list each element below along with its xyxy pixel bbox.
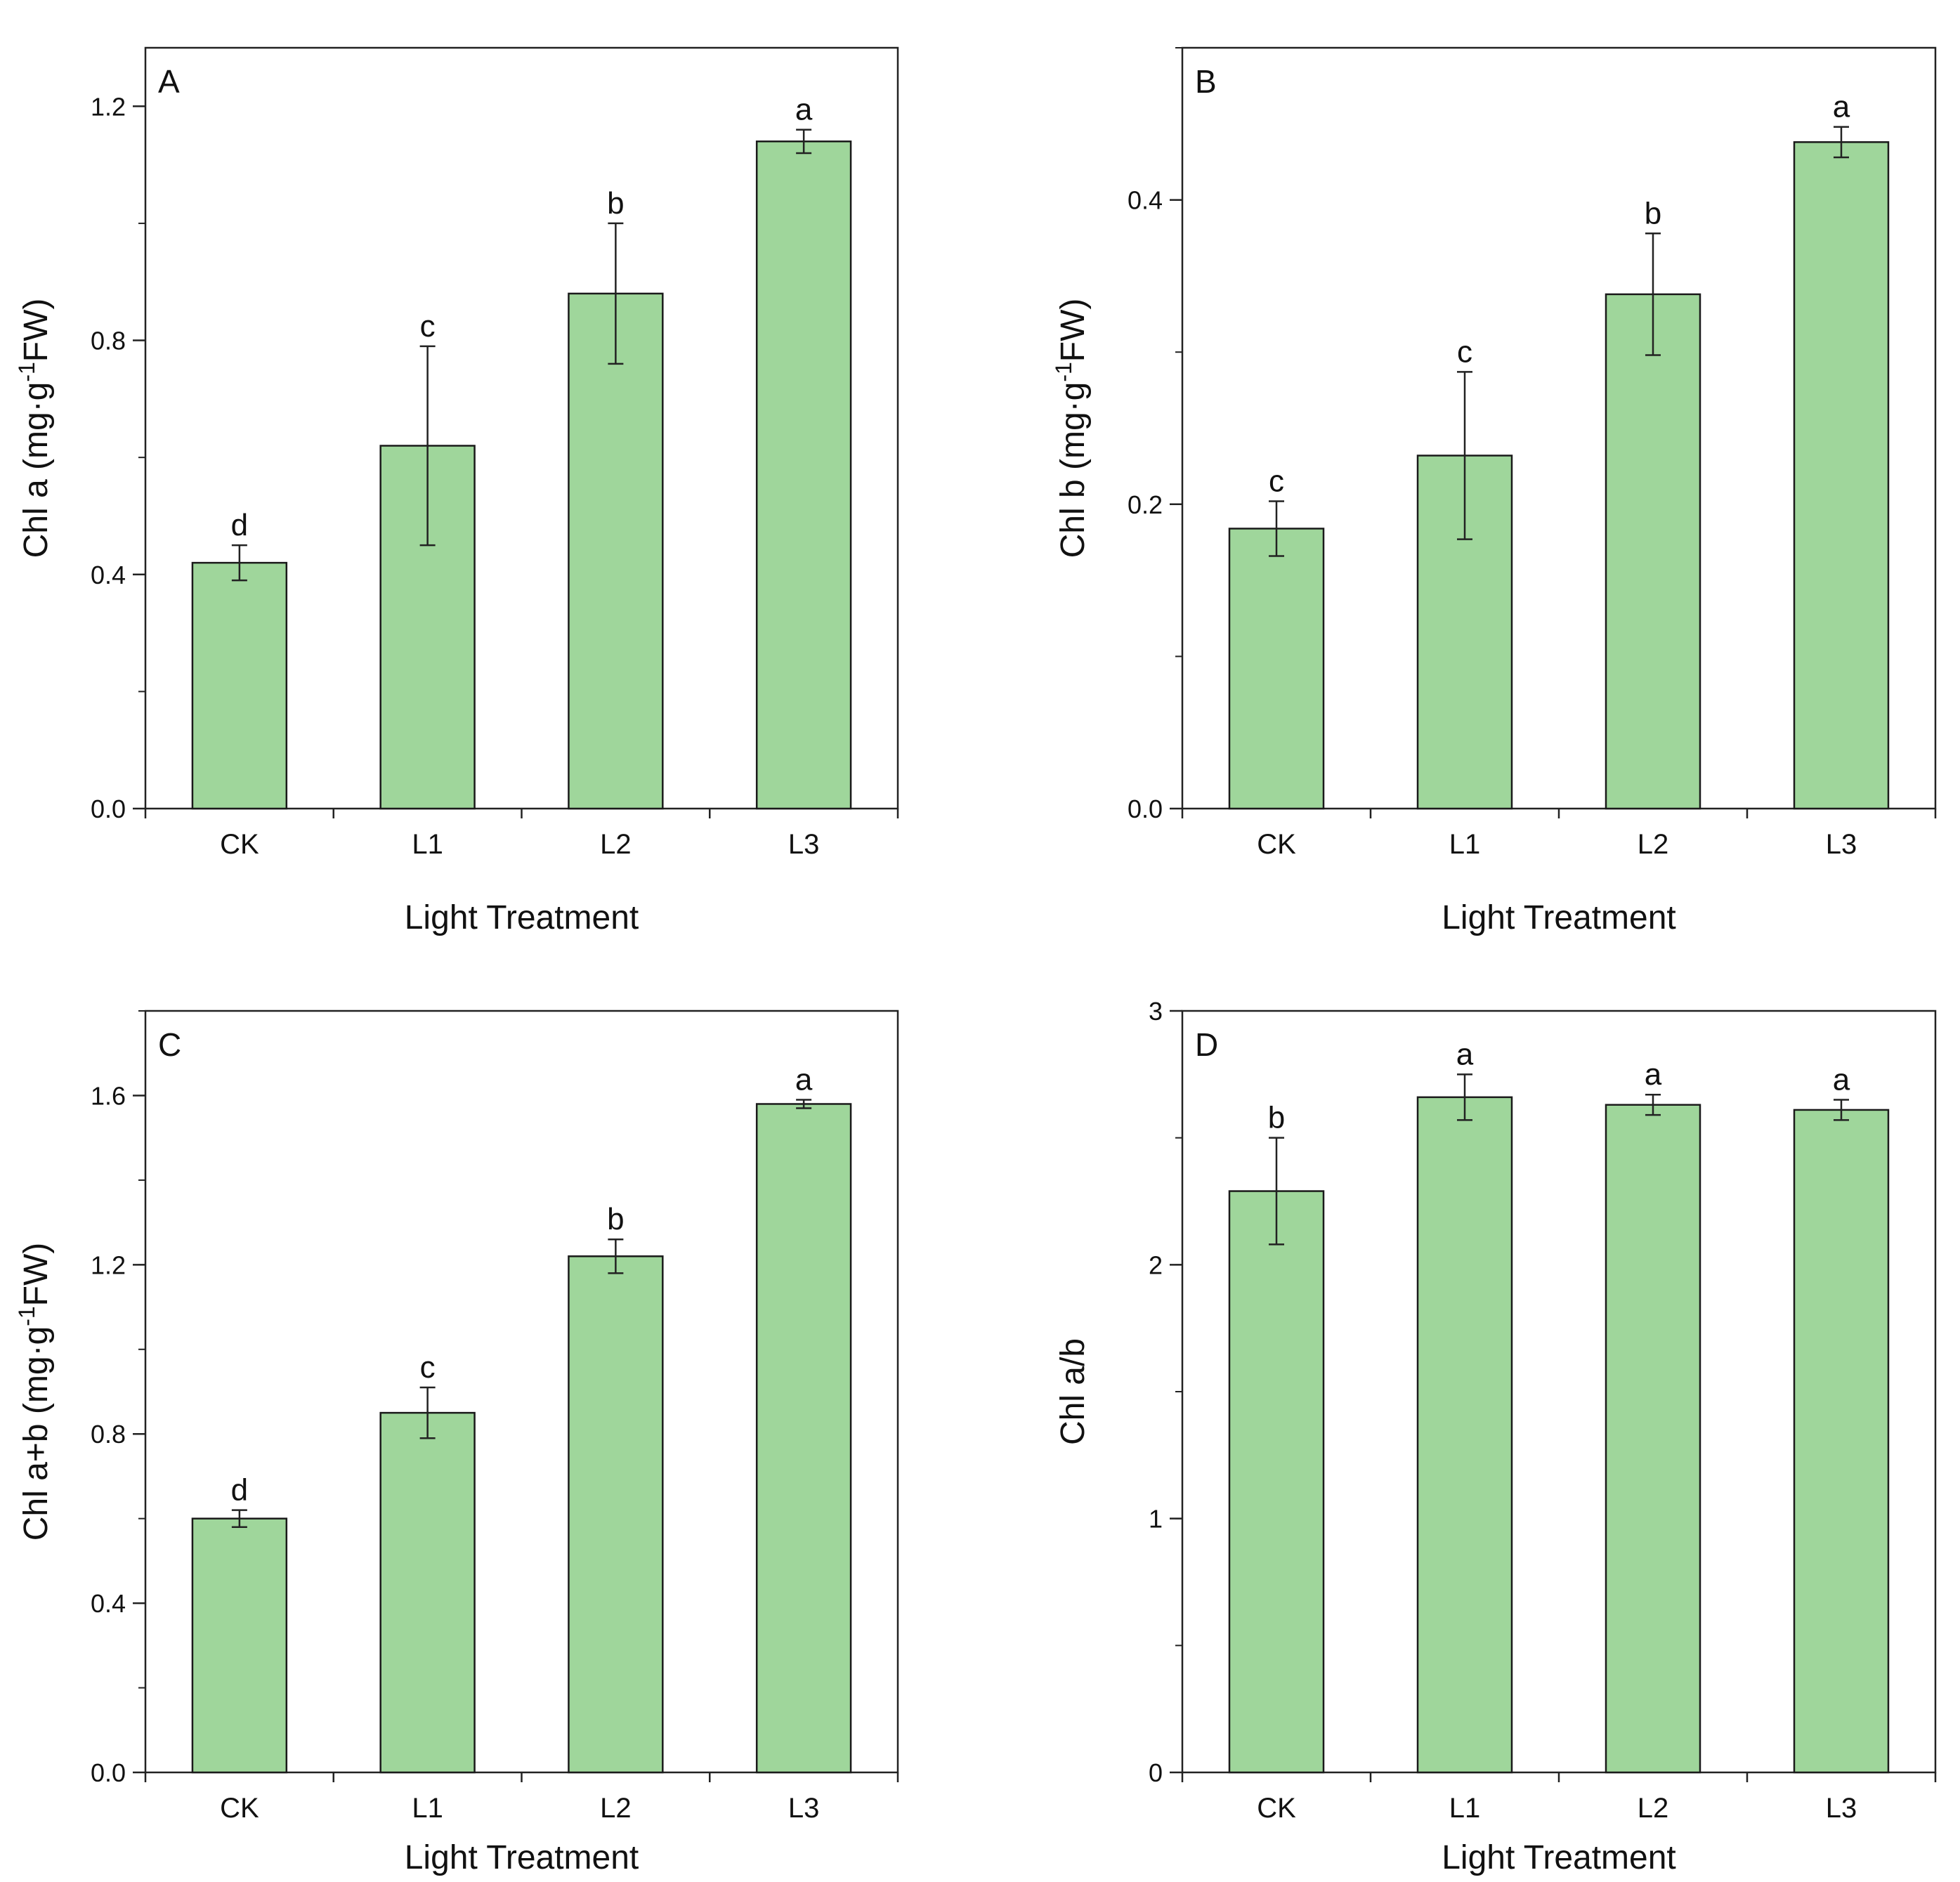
bar (1793, 1109, 1890, 1774)
x-tick-label: CK (220, 829, 259, 860)
x-tick-label: L2 (600, 1793, 632, 1824)
panel-letter: D (1195, 1026, 1218, 1063)
panel-letter: A (158, 63, 180, 100)
bar (191, 1517, 288, 1774)
significance-label: a (1833, 1062, 1850, 1097)
y-tick-label: 0.0 (91, 1758, 126, 1787)
significance-label: c (420, 309, 436, 344)
x-tick-label: L2 (1638, 1793, 1669, 1824)
significance-label: d (231, 1473, 248, 1508)
x-tick-label: L3 (788, 829, 820, 860)
chart-panel-c: 0.0 0.4 0.8 1.2 1.6 d CK c L1 b L2 a L3 C Light Treatm… (14, 1009, 899, 1876)
significance-label: c (420, 1350, 436, 1385)
chart-panel-b: 0.0 0.2 0.4 c CK c L1 b L2 a L3 B Light Treatment Chl… (1051, 46, 1937, 936)
bar (755, 141, 852, 810)
bar (1416, 1096, 1513, 1774)
bar (1228, 1190, 1325, 1774)
x-tick-label: L2 (1638, 829, 1669, 860)
x-axis-title: Light Treatment (405, 899, 639, 936)
bar (1793, 141, 1890, 810)
significance-label: d (231, 508, 248, 542)
y-tick-label: 1.2 (91, 1250, 126, 1279)
significance-label: c (1269, 464, 1284, 498)
panel-letter: C (158, 1026, 181, 1063)
x-tick-label: L3 (1826, 1793, 1857, 1824)
significance-label: c (1457, 334, 1472, 369)
y-tick-label: 0.4 (91, 561, 126, 589)
significance-label: a (795, 1062, 813, 1097)
bar (1228, 528, 1325, 810)
x-tick-label: L1 (1449, 1793, 1481, 1824)
y-tick-label: 1.6 (91, 1081, 126, 1110)
y-tick-label: 2 (1149, 1250, 1163, 1279)
y-tick-label: 0.0 (1128, 795, 1163, 823)
y-axis-title: Chl b (mg·g-1FW) (1051, 299, 1092, 558)
panel-letter: B (1195, 63, 1217, 100)
y-axis-title: Chl a+b (mg·g-1FW) (14, 1243, 55, 1541)
significance-label: a (1645, 1057, 1662, 1092)
x-axis-title: Light Treatment (1442, 1839, 1676, 1876)
bar (191, 561, 288, 810)
x-tick-label: L1 (1449, 829, 1481, 860)
bar (379, 1411, 476, 1774)
y-tick-label: 3 (1149, 997, 1163, 1026)
x-tick-label: L3 (788, 1793, 820, 1824)
y-tick-label: 0.2 (1128, 490, 1163, 519)
chart-panel-a: 0.0 0.4 0.8 1.2 d CK c L1 b L2 a L3 A Light Treatment… (14, 46, 899, 936)
y-tick-label: 0.4 (91, 1589, 126, 1618)
x-tick-label: L1 (412, 1793, 443, 1824)
bar (1605, 293, 1701, 810)
significance-label: a (1833, 90, 1850, 124)
significance-label: b (607, 1202, 624, 1236)
y-tick-label: 0 (1149, 1758, 1163, 1787)
bar (568, 1255, 664, 1774)
bar (568, 292, 664, 810)
x-tick-label: L3 (1826, 829, 1857, 860)
significance-label: b (607, 186, 624, 221)
y-tick-label: 0.8 (91, 1420, 126, 1449)
x-tick-label: L2 (600, 829, 632, 860)
y-axis-title: Chl a/b (1054, 1338, 1092, 1445)
significance-label: b (1268, 1101, 1285, 1135)
y-tick-label: 0.8 (91, 327, 126, 355)
x-tick-label: CK (220, 1793, 259, 1824)
x-tick-label: L1 (412, 829, 443, 860)
y-tick-label: 1 (1149, 1505, 1163, 1534)
x-tick-label: CK (1257, 829, 1296, 860)
y-tick-label: 0.4 (1128, 186, 1163, 215)
significance-label: a (1456, 1037, 1474, 1071)
significance-label: a (795, 93, 813, 127)
y-tick-label: 1.2 (91, 92, 126, 121)
bar (1605, 1104, 1701, 1774)
bar (755, 1103, 852, 1774)
chart-panel-d: 0 1 2 3 b CK a L1 a L2 a L3 D Light Treatment Chl a/b (1054, 997, 1937, 1876)
significance-label: b (1645, 196, 1661, 230)
x-axis-title: Light Treatment (1442, 899, 1676, 936)
y-axis-title: Chl a (mg·g-1FW) (14, 299, 55, 558)
x-axis-title: Light Treatment (405, 1839, 639, 1876)
x-tick-label: CK (1257, 1793, 1296, 1824)
y-tick-label: 0.0 (91, 795, 126, 823)
